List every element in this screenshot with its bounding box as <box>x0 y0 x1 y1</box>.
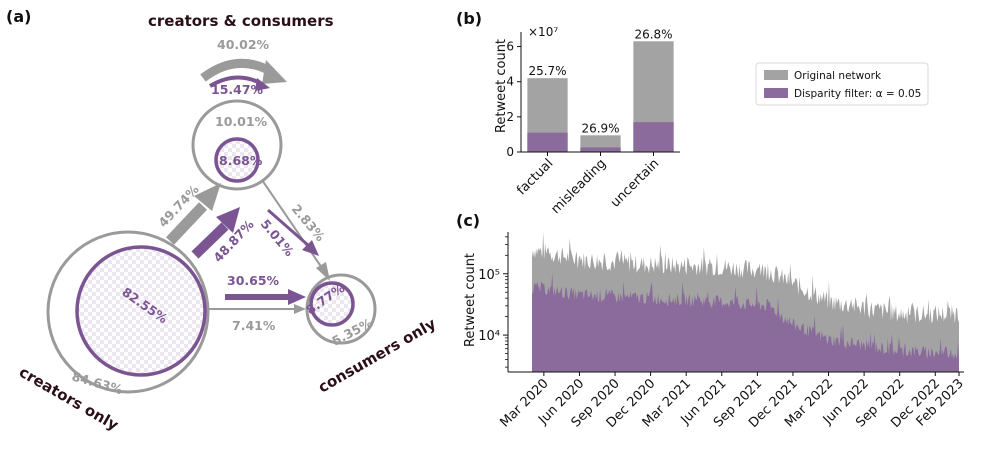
left-to-right-arrowhead-original <box>294 304 306 314</box>
left-to-right-arrowhead-filtered <box>288 289 306 305</box>
x-tick-label-factual: factual <box>514 156 556 198</box>
top-node-value-filtered: 8.68% <box>219 153 263 168</box>
panel-b: (b) 25.7% factual 26.9% misleading 26.8% unce… <box>456 9 929 217</box>
left-to-top-arrowhead-original <box>194 183 221 211</box>
panel-b-ylabel: Retweet count <box>494 39 509 133</box>
legend-label-original: Original network <box>794 70 882 82</box>
left-to-top-arrow-filtered <box>191 222 229 259</box>
panel-a: (a) creators & consumers 40.02% 15.47% <box>6 7 439 434</box>
top-to-right-arrowhead-filtered <box>302 240 319 256</box>
bar-label-uncertain: 26.8% <box>634 27 672 41</box>
x-tick-label-uncertain: uncertain <box>608 156 662 210</box>
left-to-right-value-filtered: 30.65% <box>227 273 280 288</box>
x-tick-label-misleading: misleading <box>549 156 610 217</box>
y-tick-label: 10⁴ <box>478 329 500 344</box>
bar-filtered-uncertain <box>633 122 674 152</box>
panel-b-multiplier: ×10⁷ <box>528 25 558 39</box>
legend-label-filtered: Disparity filter: α = 0.05 <box>794 88 921 100</box>
panel-c-label: (c) <box>456 211 480 230</box>
top-loop-arrowhead-original <box>262 60 287 84</box>
top-loop-value-original: 40.02% <box>217 37 270 52</box>
left-to-top-arrowhead-filtered <box>216 207 240 233</box>
bar-filtered-factual <box>527 132 568 152</box>
top-to-right-arrow-filtered <box>267 208 310 248</box>
panel-a-label: (a) <box>6 7 31 26</box>
legend-swatch-original <box>764 70 788 80</box>
top-to-right-value-original: 2.83% <box>289 201 329 244</box>
panel-b-plot: 25.7% factual 26.9% misleading 26.8% uncertai… <box>506 27 680 217</box>
y-tick-label: 0 <box>506 145 514 159</box>
area-series-filtered <box>532 272 959 372</box>
group-label-top: creators & consumers <box>148 12 334 30</box>
y-tick-label: 10⁵ <box>478 268 500 283</box>
bar-label-factual: 25.7% <box>528 64 566 78</box>
left-to-right-value-original: 7.41% <box>232 318 276 333</box>
top-loop-arrowhead-filtered <box>255 78 270 91</box>
top-to-right-arrowhead-original <box>316 262 330 281</box>
legend: Original network Disparity filter: α = 0… <box>755 62 929 106</box>
top-node-inner <box>214 137 260 183</box>
bar-label-misleading: 26.9% <box>581 121 619 135</box>
left-to-top-arrow-original <box>165 202 208 245</box>
panel-b-label: (b) <box>456 9 482 28</box>
right-node-inner <box>309 281 355 327</box>
legend-swatch-filtered <box>764 88 788 98</box>
y-tick-label: 6 <box>506 40 514 54</box>
left-node-inner <box>75 245 207 377</box>
panel-c-ylabel: Retweet count <box>463 253 478 347</box>
y-tick-label: 2 <box>506 110 514 124</box>
left-to-top-value-original: 49.74% <box>155 181 202 230</box>
bar-filtered-misleading <box>580 147 621 152</box>
top-node-value-original: 10.01% <box>215 114 268 129</box>
top-loop-value-filtered: 15.47% <box>211 82 264 97</box>
y-tick-label: 4 <box>506 75 514 89</box>
